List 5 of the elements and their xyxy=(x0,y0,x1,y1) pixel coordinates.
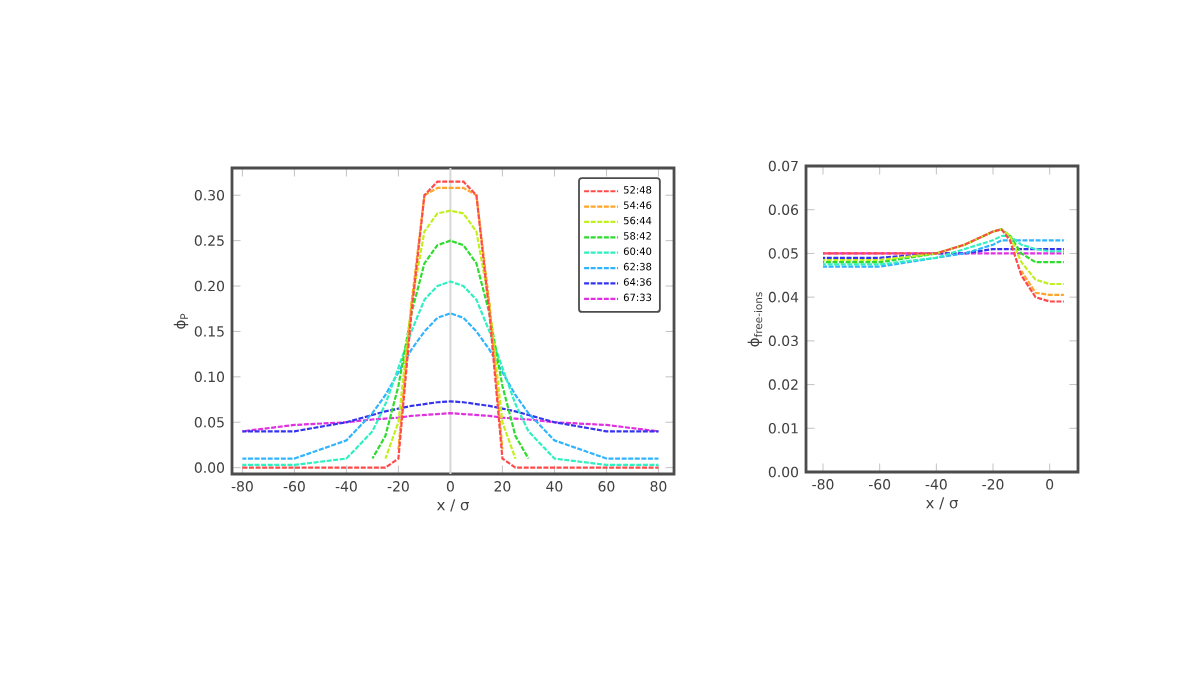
line-series xyxy=(241,400,660,433)
line-series xyxy=(821,228,1065,286)
line-series xyxy=(371,239,530,460)
line-series xyxy=(241,312,660,460)
line-series xyxy=(384,209,517,460)
